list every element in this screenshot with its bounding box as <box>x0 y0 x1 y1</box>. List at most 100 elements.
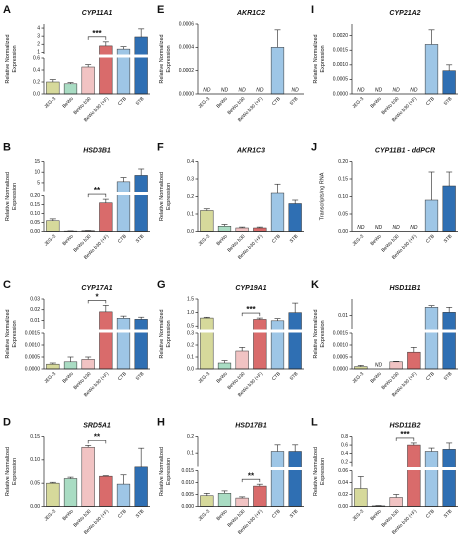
x-tick-label: BeWo <box>369 233 383 247</box>
bar <box>407 351 421 370</box>
bar <box>134 36 148 95</box>
panel-letter: I <box>311 4 314 16</box>
x-tick-label: JEG-3 <box>197 233 211 247</box>
y-tick-label: 0.0010 <box>25 342 41 348</box>
y-tick-label: 2 <box>37 42 40 48</box>
x-tick-label: BeWo <box>215 508 229 522</box>
annotation: *** <box>92 29 102 38</box>
x-tick-label: CTB <box>117 509 128 520</box>
y-axis-label: Expression <box>12 45 18 72</box>
x-tick-label: BeWo <box>61 371 75 385</box>
bar <box>442 185 456 232</box>
y-tick-label: 0.0000 <box>333 91 349 97</box>
x-tick-label: BeWo <box>215 233 229 247</box>
y-tick-label: 15 <box>34 159 40 165</box>
y-axis-label: Expression <box>320 45 326 72</box>
x-tick-label: JEG-3 <box>351 233 365 247</box>
y-tick-label: 4 <box>37 25 40 31</box>
panel-letter: B <box>3 141 11 153</box>
y-axis-label: Relative Normalized <box>5 309 11 358</box>
value-label: ND <box>375 87 383 93</box>
panel-title: CYP17A1 <box>81 285 112 292</box>
x-tick-label: JEG-3 <box>43 233 57 247</box>
y-axis-label: Expression <box>12 320 18 347</box>
bar <box>288 451 302 507</box>
bar <box>270 320 285 370</box>
y-tick-label: 0.1 <box>187 211 194 217</box>
y-tick-label: 0.20 <box>338 159 348 165</box>
bar <box>270 451 285 507</box>
y-tick-label: 0.0010 <box>333 342 349 348</box>
y-tick-label: 0.01 <box>30 318 40 324</box>
bar <box>81 66 95 95</box>
panel-title: CYP11B1 - ddPCR <box>375 147 435 154</box>
y-tick-label: 0.01 <box>338 313 348 319</box>
y-tick-label: 0.00 <box>338 229 348 235</box>
y-tick-label: 0.10 <box>30 457 40 463</box>
y-tick-label: 0.05 <box>338 211 348 217</box>
bar <box>46 81 60 95</box>
panel-letter: J <box>311 141 317 153</box>
panel-letter: C <box>3 279 11 291</box>
bar <box>235 497 249 507</box>
x-tick-label: CTB <box>425 371 436 382</box>
bar <box>407 444 421 507</box>
y-tick-label: 0.02 <box>338 492 348 498</box>
y-axis-label: Relative Normalized <box>159 34 165 83</box>
bar <box>424 451 439 507</box>
bar <box>46 220 60 232</box>
y-axis-label: Relative Normalized <box>313 34 319 83</box>
x-tick-label: BeWo <box>61 508 75 522</box>
x-tick-label: STB <box>443 96 454 107</box>
x-tick-label: CTB <box>425 509 436 520</box>
panel-letter: A <box>3 4 11 16</box>
y-tick-label: 0.6 <box>33 55 40 61</box>
y-tick-label: 0.4 <box>187 159 194 165</box>
bar <box>389 497 403 507</box>
value-label: ND <box>239 87 247 93</box>
bar <box>270 192 285 232</box>
x-tick-label: BeWo <box>215 96 229 110</box>
bar <box>99 202 113 232</box>
value-label: ND <box>203 87 211 93</box>
x-tick-label: STB <box>289 509 300 520</box>
axis-break <box>40 192 150 195</box>
annotation: ** <box>248 471 255 480</box>
x-tick-label: STB <box>289 96 300 107</box>
x-tick-label: BeWo <box>215 371 229 385</box>
y-tick-label: 5 <box>37 180 40 186</box>
y-tick-label: 0.0015 <box>333 330 349 336</box>
value-label: ND <box>393 225 401 231</box>
x-tick-label: STB <box>135 234 146 245</box>
panel-title: CYP11A1 <box>82 10 113 17</box>
value-label: ND <box>410 225 418 231</box>
y-tick-label: 1.0 <box>187 310 194 316</box>
bar <box>442 312 456 370</box>
y-tick-label: 0.06 <box>338 468 348 474</box>
bar <box>116 483 131 507</box>
y-tick-label: 1 <box>37 50 40 56</box>
value-label: ND <box>256 87 264 93</box>
bar <box>270 47 285 95</box>
x-tick-label: STB <box>289 234 300 245</box>
y-tick-label: 0.0010 <box>333 62 349 68</box>
x-tick-label: STB <box>443 234 454 245</box>
bar <box>424 307 439 370</box>
annotation-bracket <box>87 36 107 40</box>
y-tick-label: 0.2 <box>341 460 348 466</box>
bar <box>81 359 95 370</box>
bar <box>46 482 60 507</box>
axis-break <box>194 329 304 333</box>
bar <box>389 361 403 370</box>
x-tick-label: STB <box>443 371 454 382</box>
y-tick-label: 0.8 <box>341 434 348 440</box>
panel-letter: E <box>157 4 164 16</box>
y-tick-label: 0.3 <box>187 330 194 336</box>
axis-break <box>194 467 304 470</box>
value-label: ND <box>357 225 365 231</box>
y-tick-label: 0.2 <box>187 342 194 348</box>
panel-letter: F <box>157 141 164 153</box>
bar <box>235 227 249 232</box>
x-tick-label: JEG-3 <box>43 96 57 110</box>
